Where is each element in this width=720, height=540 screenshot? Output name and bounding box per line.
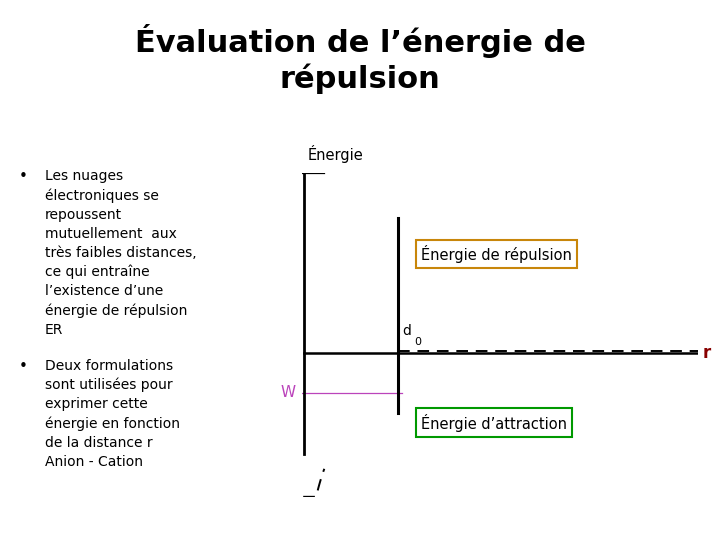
Text: W: W (281, 385, 296, 400)
Text: Énergie: Énergie (308, 145, 364, 163)
Text: •: • (19, 169, 27, 184)
Text: d: d (402, 324, 411, 338)
Text: •: • (19, 359, 27, 374)
Text: 0: 0 (414, 338, 421, 347)
Text: Évaluation de l’énergie de
répulsion: Évaluation de l’énergie de répulsion (135, 24, 585, 94)
Text: Les nuages
électroniques se
repoussent
mutuellement  aux
très faibles distances,: Les nuages électroniques se repoussent m… (45, 169, 197, 337)
Text: Deux formulations
sont utilisées pour
exprimer cette
énergie en fonction
de la d: Deux formulations sont utilisées pour ex… (45, 359, 180, 469)
Text: r: r (702, 344, 711, 362)
Text: Énergie d’attraction: Énergie d’attraction (421, 414, 567, 431)
Text: Énergie de répulsion: Énergie de répulsion (421, 245, 572, 263)
